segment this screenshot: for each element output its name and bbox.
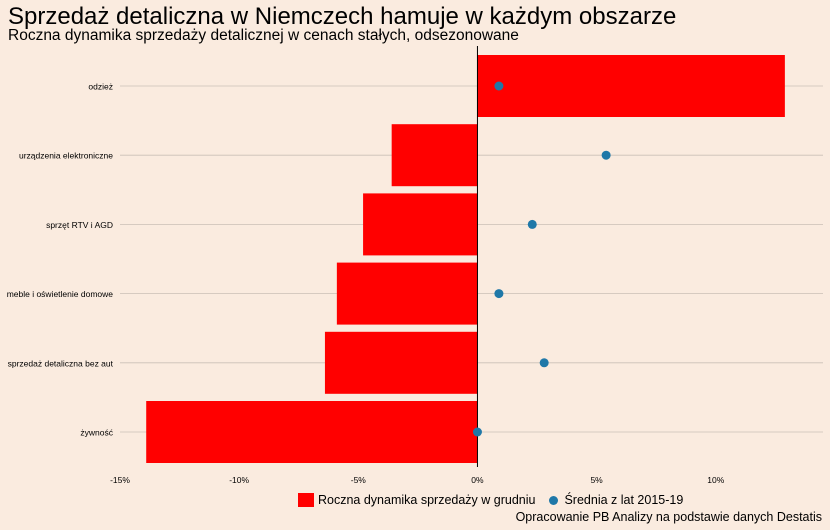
- legend-dot-swatch: [549, 495, 559, 505]
- legend-label-dots: Średnia z lat 2015-19: [564, 493, 684, 507]
- chart-title: Sprzedaż detaliczna w Niemczech hamuje w…: [8, 3, 677, 30]
- legend-bar-swatch: [298, 493, 314, 507]
- x-tick-label: 5%: [590, 475, 603, 485]
- bar-5: [146, 401, 478, 463]
- source-caption: Opracowanie PB Analizy na podstawie dany…: [515, 510, 822, 524]
- category-label: sprzedaż detaliczna bez aut: [8, 358, 114, 368]
- avg-dot-5: [472, 427, 482, 437]
- category-label: meble i oświetlenie domowe: [7, 289, 114, 299]
- bar-0: [477, 55, 785, 117]
- avg-dot-3: [494, 289, 504, 299]
- x-tick-label: 10%: [707, 475, 724, 485]
- bar-4: [324, 331, 478, 394]
- x-tick-label: 0%: [471, 475, 484, 485]
- avg-dot-2: [527, 219, 537, 229]
- bar-2: [363, 193, 478, 256]
- avg-dot-1: [601, 150, 611, 160]
- bar-3: [336, 262, 478, 325]
- category-label: odzież: [88, 82, 113, 92]
- legend-item-bars: Roczna dynamika sprzedaży w grudniu: [298, 493, 535, 507]
- category-label: urządzenia elektroniczne: [19, 151, 113, 161]
- category-label: żywność: [80, 428, 113, 438]
- bar-1: [391, 124, 478, 187]
- avg-dot-0: [494, 81, 504, 91]
- legend: Roczna dynamika sprzedaży w grudniu Śred…: [298, 493, 697, 507]
- legend-label-bars: Roczna dynamika sprzedaży w grudniu: [318, 493, 536, 507]
- x-tick-label: -5%: [351, 475, 367, 485]
- chart-subtitle: Roczna dynamika sprzedaży detalicznej w …: [8, 27, 519, 44]
- avg-dot-4: [539, 358, 549, 368]
- x-tick-label: -10%: [229, 475, 249, 485]
- x-tick-label: -15%: [110, 475, 130, 485]
- legend-item-dots: Średnia z lat 2015-19: [549, 493, 683, 507]
- category-label: sprzęt RTV i AGD: [46, 220, 113, 230]
